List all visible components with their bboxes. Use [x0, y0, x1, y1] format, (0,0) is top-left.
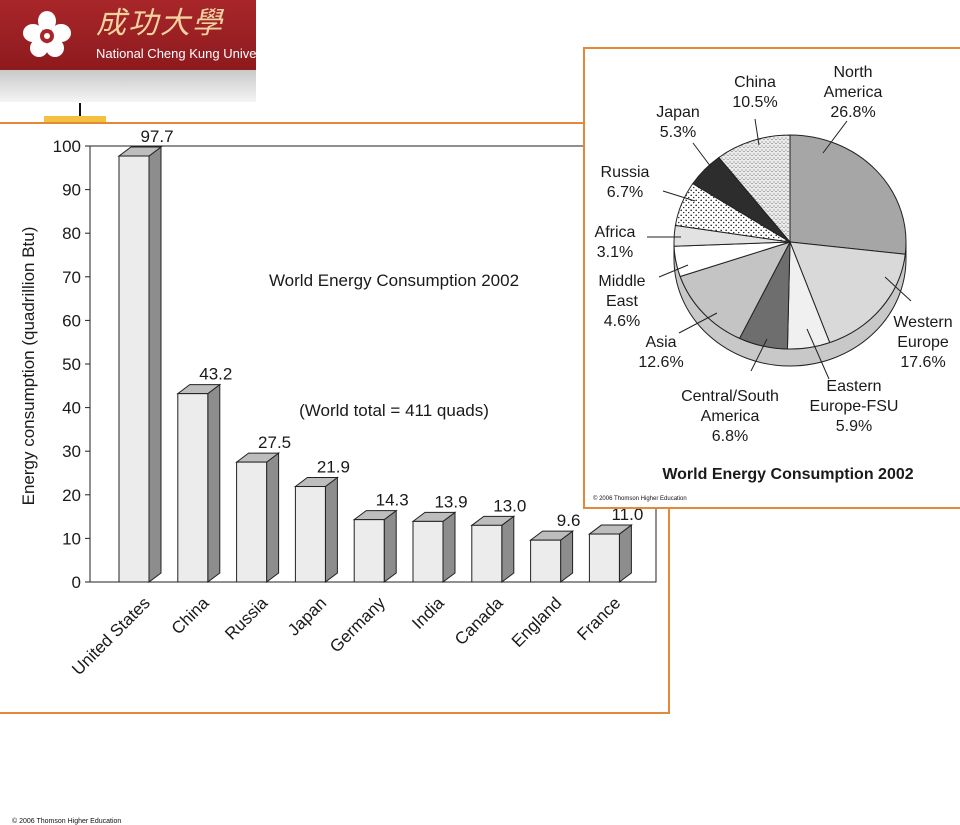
university-name-chinese: 成功大學	[96, 6, 224, 41]
y-tick-label: 20	[62, 486, 81, 505]
bar-side	[324, 476, 338, 583]
bar	[588, 533, 620, 583]
pie-chart: North America 26.8% Western Europe 17.6% Easte…	[595, 64, 953, 483]
bar-chart-panel: 0 10 20 30 40 50 60 70 80 90 100 97.7 United States…	[0, 122, 670, 825]
accent-tab	[44, 116, 106, 124]
x-tick-label: Russia	[221, 593, 272, 644]
pie-slice-label: China 10.5%	[732, 74, 777, 111]
bar	[118, 155, 150, 583]
bar	[471, 524, 503, 583]
pie-slice-label: Central/South America 6.8%	[681, 388, 779, 445]
copyright-left: © 2006 Thomson Higher Education	[12, 818, 122, 825]
bar-chart-annotation: (World total = 411 quads)	[299, 401, 489, 420]
bar-value-label: 21.9	[317, 458, 350, 477]
y-tick-label: 60	[62, 311, 81, 330]
pie-slice-label: Western Europe 17.6%	[893, 314, 952, 371]
x-tick-label: Canada	[451, 593, 507, 649]
pie-leader-line	[658, 264, 689, 278]
pie-leader-line	[678, 312, 718, 334]
pie-slice	[789, 241, 906, 344]
bar-value-label: 27.5	[258, 433, 291, 452]
pie-leader-line	[692, 142, 712, 168]
bar-value-label: 14.3	[376, 491, 409, 510]
y-tick-label: 10	[62, 529, 81, 548]
pie-chart-title: World Energy Consumption 2002	[662, 466, 913, 483]
bar-value-label: 9.6	[557, 511, 581, 530]
bar	[530, 539, 562, 583]
pie-leader-line	[662, 190, 696, 202]
pie-slice-label: Middle East 4.6%	[598, 273, 645, 330]
y-axis-label: Energy consumption (quadrillion Btu)	[19, 227, 38, 506]
pie-slice-label: Africa 3.1%	[595, 224, 636, 261]
bar-chart-title: World Energy Consumption 2002	[269, 271, 519, 290]
divider-mark	[79, 103, 81, 122]
university-name-english: National Cheng Kung University	[96, 46, 281, 61]
university-banner: 成功大學 National Cheng Kung University	[0, 0, 280, 70]
y-tick-label: 100	[53, 137, 81, 156]
bar	[412, 520, 444, 583]
pie-leader-line	[806, 328, 830, 380]
pie-leader-line	[884, 276, 912, 302]
bar-value-label: 43.2	[199, 365, 232, 384]
y-tick-label: 50	[62, 355, 81, 374]
x-tick-label: India	[408, 593, 448, 633]
copyright-right: © 2006 Thomson Higher Education	[593, 496, 687, 502]
pie-chart-panel: North America 26.8% Western Europe 17.6% Easte…	[583, 47, 960, 509]
university-seal-icon	[23, 11, 71, 57]
bar	[177, 393, 209, 583]
pie-slice	[679, 241, 792, 340]
bar-side	[618, 524, 632, 583]
bar	[236, 461, 268, 583]
pie-slice-label: Russia 6.7%	[601, 164, 650, 201]
x-tick-label: United States	[68, 593, 154, 679]
pie-leader-line	[754, 118, 760, 146]
x-tick-label: Japan	[284, 593, 330, 639]
bar-side	[266, 452, 280, 583]
pie-slice-label: North America 26.8%	[824, 64, 883, 121]
y-tick-label: 80	[62, 224, 81, 243]
bar-value-label: 11.0	[611, 505, 643, 524]
y-tick-label: 40	[62, 399, 81, 418]
bar-value-label: 13.9	[434, 492, 467, 511]
bar-value-label: 97.7	[140, 127, 173, 146]
bar-side	[442, 511, 456, 583]
y-tick-label: 90	[62, 181, 81, 200]
bar	[353, 519, 385, 583]
x-tick-label: England	[508, 593, 566, 651]
bar-side	[501, 515, 515, 583]
pie-slice-label: Eastern Europe-FSU 5.9%	[810, 378, 899, 435]
bar-side	[383, 509, 397, 583]
pie-slice-label: Asia 12.6%	[638, 334, 683, 371]
pie-leader-line	[822, 120, 848, 154]
pie-leader-line	[750, 338, 768, 372]
y-tick-label: 30	[62, 442, 81, 461]
pie-slice	[718, 134, 791, 244]
bar-chart: 0 10 20 30 40 50 60 70 80 90 100 97.7 United States…	[19, 127, 657, 679]
y-tick-label: 70	[62, 268, 81, 287]
pie-slice-label: Japan 5.3%	[656, 104, 700, 141]
bar-side	[207, 383, 221, 583]
bar	[294, 486, 326, 583]
x-tick-label: France	[573, 593, 624, 644]
y-tick-label: 0	[72, 573, 81, 592]
banner-shadow	[0, 70, 256, 102]
bar-side	[148, 146, 162, 583]
bar-value-label: 13.0	[493, 496, 526, 515]
x-tick-label: China	[168, 593, 213, 638]
pie-slice	[789, 134, 907, 255]
x-tick-label: Germany	[326, 593, 389, 656]
